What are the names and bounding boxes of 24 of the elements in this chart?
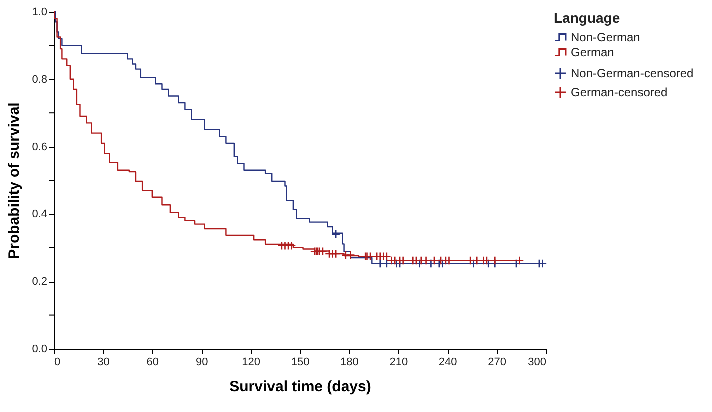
legend-label: Non-German (571, 30, 640, 44)
x-tick-label: 120 (242, 356, 260, 368)
x-tick-label: 210 (390, 356, 408, 368)
x-tick-label: 150 (291, 356, 310, 368)
x-tick-label: 30 (98, 356, 110, 368)
x-tick-label: 240 (438, 356, 458, 368)
x-tick-label: 90 (196, 356, 208, 368)
y-tick-label: 1.0 (32, 6, 48, 18)
x-tick-label: 60 (146, 356, 160, 368)
x-tick-label: 0 (54, 356, 61, 368)
y-axis-title: Probability of survival (6, 102, 24, 260)
y-tick-label: 0.6 (32, 141, 48, 154)
legend-label: Non-German-censored (571, 66, 694, 80)
x-tick-label: 270 (488, 356, 506, 368)
y-tick-label: 0.4 (32, 208, 48, 221)
legend-title: Language (554, 10, 620, 26)
x-tick-label: 300 (528, 356, 546, 368)
y-tick-label: 0.8 (32, 74, 48, 86)
x-axis-title: Survival time (days) (230, 378, 372, 396)
legend-label: German-censored (571, 86, 668, 100)
y-tick-label: 0.0 (32, 344, 48, 356)
y-tick-label: 0.2 (32, 276, 48, 288)
x-tick-label: 180 (340, 356, 359, 368)
legend-label: German (571, 46, 614, 60)
